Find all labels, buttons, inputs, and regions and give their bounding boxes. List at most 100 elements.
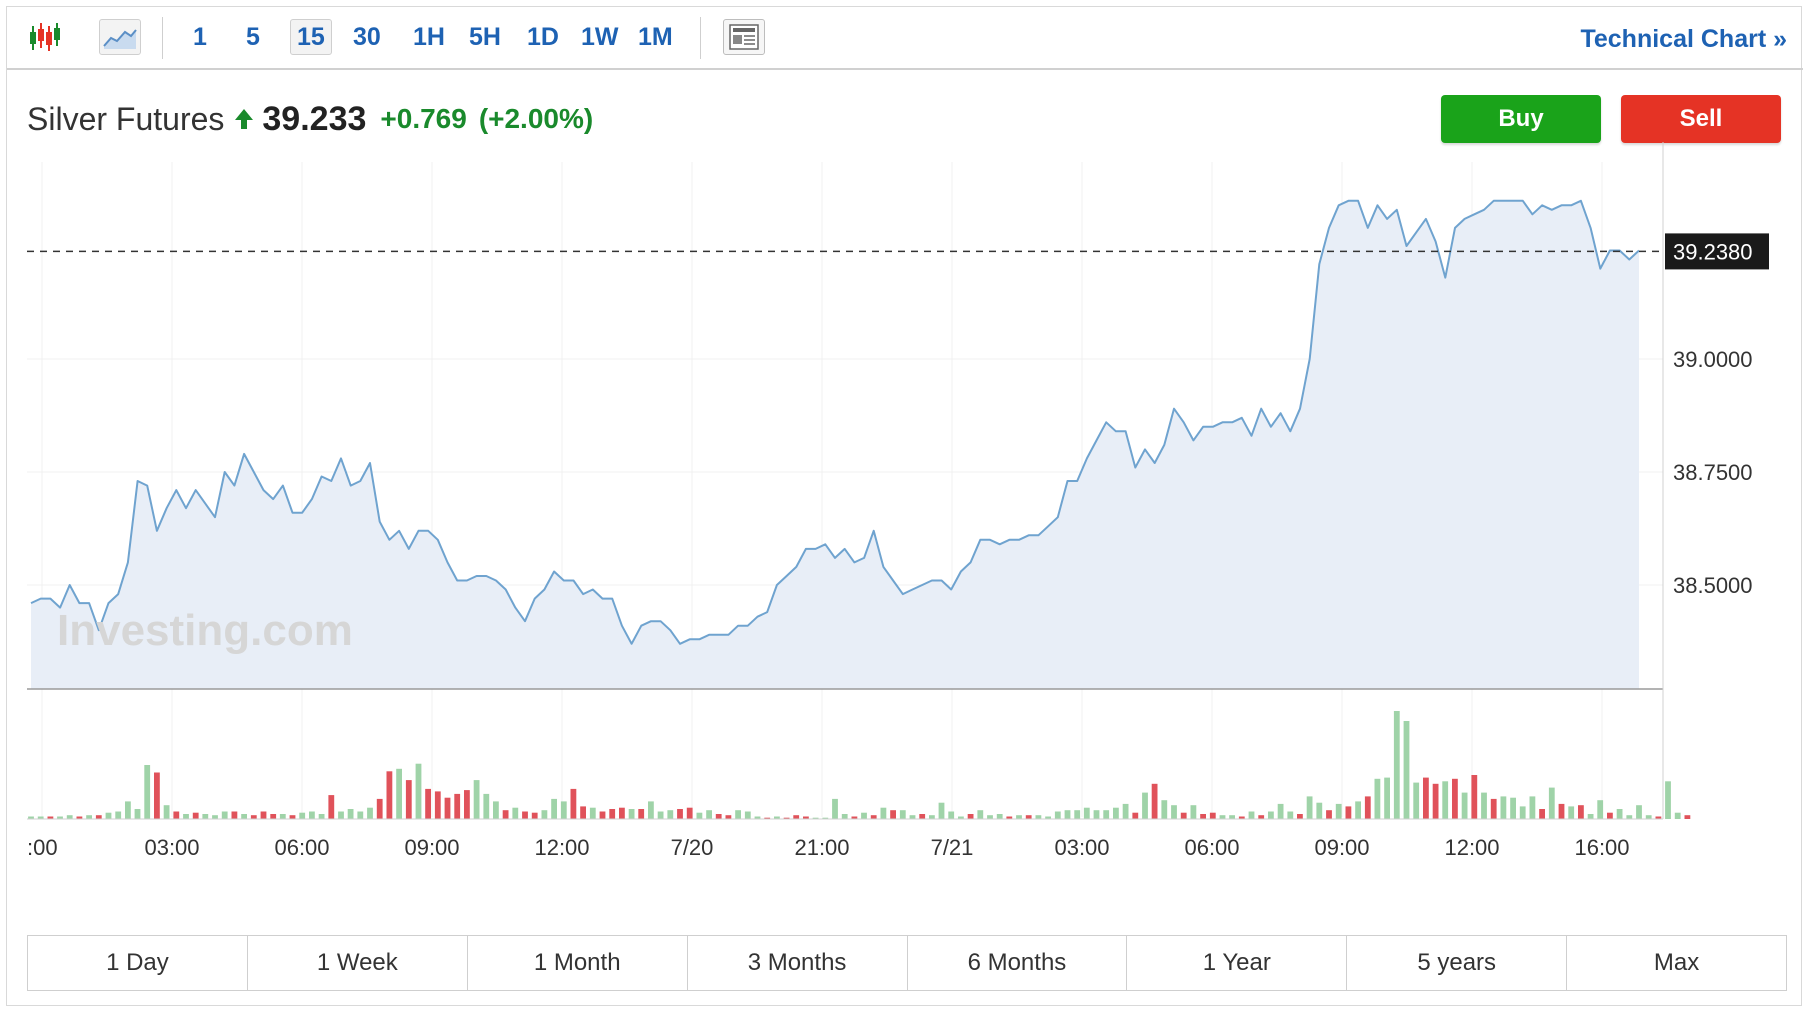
candlestick-icon[interactable] xyxy=(25,19,65,55)
interval-5[interactable]: 5 xyxy=(246,22,260,51)
volume-bar xyxy=(929,815,935,819)
volume-bar xyxy=(1548,787,1555,819)
volume-bar xyxy=(948,811,955,819)
interval-1d[interactable]: 1D xyxy=(527,22,559,51)
volume-bar xyxy=(231,811,238,819)
range-1-month[interactable]: 1 Month xyxy=(467,936,688,990)
interval-30[interactable]: 30 xyxy=(353,22,381,51)
interval-1h[interactable]: 1H xyxy=(413,22,445,51)
price-line xyxy=(30,199,1640,645)
volume-bar xyxy=(86,815,92,819)
volume-bar xyxy=(1539,809,1545,819)
technical-chart-link[interactable]: Technical Chart » xyxy=(1580,25,1787,53)
volume-bar xyxy=(1045,816,1051,819)
volume-bar xyxy=(1171,805,1177,819)
x-tick-label: 03:00 xyxy=(144,835,199,860)
buy-button[interactable]: Buy xyxy=(1441,95,1601,143)
volume-bar xyxy=(1587,814,1594,819)
volume-bar xyxy=(774,816,780,819)
volume-bar xyxy=(1452,778,1458,819)
volume-bar xyxy=(1597,800,1604,819)
volume-bar xyxy=(1500,796,1507,819)
volume-bar xyxy=(270,814,277,819)
volume-bar xyxy=(1645,815,1652,819)
volume-bar xyxy=(1655,816,1662,819)
volume-bar xyxy=(1510,797,1516,819)
interval-15[interactable]: 15 xyxy=(290,19,332,55)
volume-bar xyxy=(1442,781,1449,819)
volume-bar xyxy=(861,812,867,819)
volume-bar xyxy=(725,815,732,819)
volume-bar xyxy=(1209,812,1216,819)
volume-bar xyxy=(599,811,606,819)
volume-bar xyxy=(560,801,567,819)
range-1-week[interactable]: 1 Week xyxy=(247,936,468,990)
volume-bar xyxy=(1093,810,1100,819)
volume-bar xyxy=(1064,810,1071,819)
volume-bar xyxy=(1103,810,1110,819)
volume-bar xyxy=(1268,811,1274,819)
volume-bar xyxy=(1025,815,1032,819)
volume-bar xyxy=(1481,792,1487,819)
range-1-year[interactable]: 1 Year xyxy=(1127,936,1348,990)
volume-bar xyxy=(628,809,635,819)
volume-bar xyxy=(696,812,703,819)
interval-5h[interactable]: 5H xyxy=(469,22,501,51)
range-1-day[interactable]: 1 Day xyxy=(28,936,248,990)
volume-bar xyxy=(1316,802,1323,819)
sell-button[interactable]: Sell xyxy=(1621,95,1781,143)
volume-bar xyxy=(1287,811,1294,819)
x-tick-label: 16:00 xyxy=(1574,835,1629,860)
instrument-name: Silver Futures xyxy=(27,100,225,137)
volume-bar xyxy=(744,811,751,819)
x-tick-label: 06:00 xyxy=(274,835,329,860)
range-6-months[interactable]: 6 Months xyxy=(907,936,1128,990)
range-3-months[interactable]: 3 Months xyxy=(687,936,908,990)
volume-bar xyxy=(47,816,54,819)
interval-1m[interactable]: 1M xyxy=(638,22,673,51)
volume-bar xyxy=(1490,798,1497,819)
volume-bar xyxy=(105,812,112,819)
volume-bar xyxy=(570,788,577,819)
volume-bar xyxy=(793,815,800,819)
volume-bar xyxy=(1364,796,1371,819)
volume-bar xyxy=(367,807,373,819)
volume-bar xyxy=(1519,806,1526,819)
volume-bar xyxy=(192,812,199,819)
volume-bar xyxy=(202,814,209,819)
volume-bar xyxy=(1161,800,1168,819)
volume-bar xyxy=(764,817,771,819)
area-chart-icon[interactable] xyxy=(99,19,141,55)
volume-bar xyxy=(1413,782,1420,819)
volume-bar xyxy=(502,810,509,819)
interval-1[interactable]: 1 xyxy=(193,22,207,51)
volume-bar xyxy=(667,810,674,819)
volume-bar xyxy=(1607,812,1613,819)
volume-bar xyxy=(1626,815,1633,819)
interval-1w[interactable]: 1W xyxy=(581,22,619,51)
volume-bar xyxy=(899,810,906,819)
news-layout-icon[interactable] xyxy=(723,19,765,55)
volume-bar xyxy=(1083,807,1090,819)
volume-bar xyxy=(37,816,44,819)
volume-bar xyxy=(803,816,809,819)
x-tick-label: :00 xyxy=(27,835,58,860)
range-max[interactable]: Max xyxy=(1567,936,1786,990)
volume-bar xyxy=(1297,814,1303,819)
range-5-years[interactable]: 5 years xyxy=(1347,936,1568,990)
volume-bar xyxy=(783,817,790,819)
volume-bar xyxy=(483,793,490,819)
volume-bar xyxy=(1616,809,1623,819)
price-chart[interactable]: 39.0000 38.7500 38.5000 39.2380 Investing.co… xyxy=(7,7,1803,907)
volume-bar xyxy=(919,814,926,819)
volume-bar xyxy=(405,780,412,819)
price-change: +0.769 xyxy=(380,103,467,134)
volume-bar xyxy=(1035,815,1042,819)
volume-bar xyxy=(609,809,616,819)
volume-bar xyxy=(648,801,654,819)
last-price-marker xyxy=(1665,233,1769,270)
volume-bar xyxy=(1665,781,1671,819)
volume-bar xyxy=(279,814,286,819)
y-tick-label: 38.7500 xyxy=(1673,460,1753,485)
volume-bar xyxy=(531,812,538,819)
